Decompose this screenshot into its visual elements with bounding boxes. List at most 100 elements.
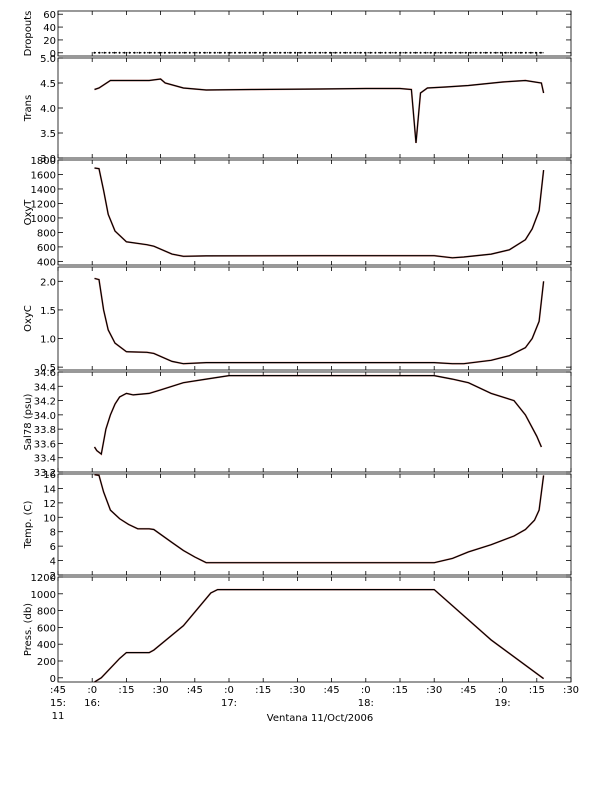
dropouts-dot <box>474 51 477 54</box>
oxyt-series-line <box>94 167 545 259</box>
press-ytick-label: 1000 <box>31 590 56 601</box>
x-day-label: 11 <box>52 711 65 722</box>
dropouts-dot <box>279 51 282 54</box>
panel-oxyc: 0.5 1.0 1.5 2.0 OxyC <box>23 266 572 374</box>
dropouts-dot <box>274 51 277 54</box>
x-hour-label: 17: <box>221 698 237 709</box>
sal78-series-red <box>93 374 543 456</box>
dropouts-frame <box>57 10 572 57</box>
dropouts-dot <box>394 51 397 54</box>
dropouts-dot <box>118 51 121 54</box>
dropouts-dot <box>294 51 297 54</box>
dropouts-dot <box>359 51 362 54</box>
panel-dropouts: 0 20 40 60 Dropouts <box>23 10 572 60</box>
panel-temp: 2 4 6 8 10 12 14 16 Temp. (C) <box>23 470 572 582</box>
dropouts-dot <box>238 51 241 54</box>
dropouts-dot <box>389 51 392 54</box>
dropouts-dot <box>138 51 141 54</box>
dropouts-dot <box>289 51 292 54</box>
dropouts-dot <box>248 51 251 54</box>
sal78-ytick-label: 34.2 <box>34 397 56 408</box>
dropouts-dot <box>284 51 287 54</box>
x-tick-label: :15 <box>118 685 134 696</box>
dropouts-dot <box>264 51 267 54</box>
x-tick-label: :30 <box>289 685 305 696</box>
press-series-red <box>94 588 545 683</box>
dropouts-dot <box>324 51 327 54</box>
dropouts-dot <box>464 51 467 54</box>
dropouts-dot <box>499 51 502 54</box>
sal78-ytick-label: 33.8 <box>34 425 56 436</box>
figure-caption: Ventana 11/Oct/2006 <box>267 713 373 724</box>
temp-ytick-label: 8 <box>50 528 56 539</box>
dropouts-dot <box>399 51 402 54</box>
press-ytick-label: 600 <box>37 623 56 634</box>
dropouts-dot <box>213 51 216 54</box>
dropouts-dot <box>374 51 377 54</box>
dropouts-dot <box>113 51 116 54</box>
dropouts-dot <box>193 51 196 54</box>
x-tick-label: :30 <box>563 685 579 696</box>
oxyc-frame <box>57 266 572 371</box>
oxyc-ylabel: OxyC <box>23 305 34 332</box>
x-hour-label: 18: <box>358 698 374 709</box>
x-tick-label: :45 <box>187 685 203 696</box>
oxyt-ytick-label: 600 <box>37 243 56 254</box>
panel-oxyt: 400 600 800 1000 1200 1400 1600 1800 OxyT <box>23 156 572 268</box>
trans-ytick-label: 3.0 <box>40 154 56 165</box>
oxyt-ylabel: OxyT <box>23 199 34 226</box>
x-tick-label: :0 <box>361 685 371 696</box>
x-tick-label: :0 <box>498 685 508 696</box>
dropouts-dot <box>524 51 527 54</box>
dropouts-dot <box>304 51 307 54</box>
oxyc-ytick-label: 2.0 <box>40 277 56 288</box>
x-axis: :45:0:15:30:45:0:15:30:45:0:15:30:45:0:1… <box>50 685 579 722</box>
dropouts-dot <box>143 51 146 54</box>
dropouts-ytick-label: 40 <box>43 23 56 34</box>
x-hour-label: 19: <box>495 698 511 709</box>
panel-sal78: 33.2 33.4 33.6 33.8 34.0 34.2 34.4 34.6 Sal78 (p… <box>23 368 572 479</box>
temp-ytick-label: 14 <box>43 484 56 495</box>
dropouts-dot <box>228 51 231 54</box>
oxyt-ytick-label: 400 <box>37 257 56 268</box>
dropouts-dot <box>309 51 312 54</box>
dropouts-dot <box>103 51 106 54</box>
dropouts-dot <box>434 51 437 54</box>
dropouts-ylabel: Dropouts <box>23 11 34 57</box>
x-tick-label: :15 <box>392 685 408 696</box>
sal78-ytick-label: 34.0 <box>34 411 56 422</box>
x-hour-label: 15: <box>50 698 66 709</box>
dropouts-dot <box>128 51 131 54</box>
sal78-ylabel: Sal78 (psu) <box>23 393 34 450</box>
oxyt-series-red <box>94 167 545 259</box>
panel-trans: 3.0 3.5 4.0 4.5 5.0 Trans <box>23 54 572 165</box>
dropouts-dot <box>409 51 412 54</box>
oxyt-ytick-label: 800 <box>37 228 56 239</box>
dropouts-dot <box>379 51 382 54</box>
x-tick-label: :45 <box>324 685 340 696</box>
oxyt-ytick-label: 1200 <box>31 199 56 210</box>
dropouts-dot <box>449 51 452 54</box>
dropouts-dot <box>534 51 537 54</box>
dropouts-dot <box>314 51 317 54</box>
dropouts-ytick-label: 60 <box>43 10 56 21</box>
sal78-ytick-label: 34.6 <box>34 368 56 379</box>
temp-ytick-label: 6 <box>50 542 56 553</box>
oxyc-ytick-label: 1.5 <box>40 306 56 317</box>
dropouts-dot <box>494 51 497 54</box>
x-hour-label: 16: <box>84 698 100 709</box>
dropouts-dot <box>514 51 517 54</box>
trans-ytick-label: 4.0 <box>40 104 56 115</box>
dropouts-dot <box>369 51 372 54</box>
dropouts-dot <box>178 51 181 54</box>
dropouts-dot <box>218 51 221 54</box>
dropouts-dot <box>414 51 417 54</box>
dropouts-dot <box>243 51 246 54</box>
dropouts-dot <box>424 51 427 54</box>
dropouts-dot <box>334 51 337 54</box>
dropouts-dot <box>208 51 211 54</box>
dropouts-dot <box>509 51 512 54</box>
dropouts-dot <box>158 51 161 54</box>
dropouts-dot <box>489 51 492 54</box>
dropouts-dot <box>123 51 126 54</box>
